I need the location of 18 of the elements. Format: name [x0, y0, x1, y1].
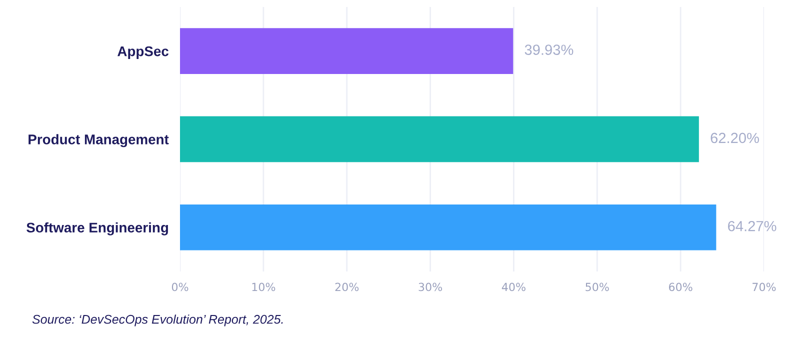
bar — [180, 28, 514, 74]
data-label: 39.93% — [524, 44, 574, 55]
x-tick-label: 20% — [335, 282, 359, 292]
y-tick-label: Product Management — [28, 134, 169, 148]
x-tick-label: 0% — [172, 282, 188, 292]
source-note: Source: ‘DevSecOps Evolution’ Report, 2025. — [32, 314, 283, 326]
x-tick-label: 30% — [418, 282, 442, 292]
x-tick-label: 50% — [586, 282, 609, 292]
x-tick-label: 70% — [752, 282, 776, 292]
data-label: 64.27% — [728, 220, 776, 232]
y-tick-label: Software Engineering — [26, 222, 168, 236]
data-label: 62.20% — [710, 132, 759, 144]
x-tick-label: 10% — [252, 282, 276, 292]
bar — [180, 204, 716, 250]
x-tick-label: 40% — [502, 282, 526, 292]
bar — [180, 116, 699, 162]
x-tick-label: 60% — [669, 282, 692, 292]
y-tick-label: AppSec — [118, 46, 168, 59]
